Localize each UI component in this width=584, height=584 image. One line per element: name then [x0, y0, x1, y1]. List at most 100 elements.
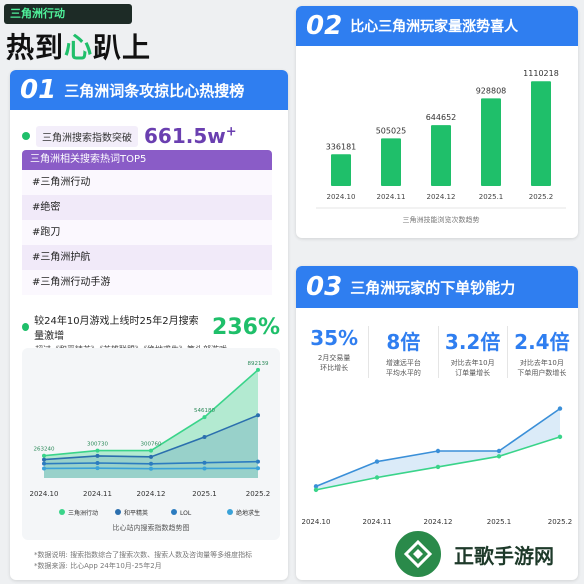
top5-list: 三角洲相关搜索热词TOP5 #三角洲行动 #绝密 #跑刀 #三角洲护航 #三角洲… — [22, 150, 272, 296]
x-tick-label: 2024.11 — [83, 490, 112, 498]
stat-desc-line: 增速远平台 — [385, 359, 421, 367]
data-label: 892139 — [248, 361, 269, 367]
panel1-header: 01 三角洲词条攻掠比心热搜榜 — [10, 70, 288, 110]
stat-desc: 2月交易量环比增长 — [300, 353, 368, 373]
stat-desc-line: 对比去年10月 — [450, 359, 495, 367]
x-tick-label: 2024.10 — [302, 518, 331, 526]
data-point — [95, 453, 100, 458]
watermark-logo-icon — [392, 528, 444, 580]
stat-item: 2.4倍 对比去年10月 下单用户数增长 — [508, 326, 576, 378]
data-label: 546180 — [194, 408, 215, 414]
bar-value-label: 644652 — [426, 113, 457, 122]
bullet-dot — [22, 323, 30, 331]
panel2-number: 02 — [306, 11, 343, 41]
data-point — [42, 457, 46, 462]
data-point — [557, 434, 563, 440]
series-area — [316, 408, 560, 490]
x-tick-label: 2024.12 — [137, 490, 166, 498]
data-point — [95, 460, 100, 465]
top5-header: 三角洲相关搜索热词TOP5 — [22, 150, 272, 170]
data-notes: *数据说明: 搜索指数综合了搜索次数、搜索人数及咨询量等多维度指标 *数据来源:… — [34, 550, 252, 572]
bar — [481, 98, 501, 186]
data-label: 300760 — [141, 442, 162, 448]
data-point — [374, 459, 380, 464]
headline-pre: 热到 — [6, 31, 65, 64]
top5-items: #三角洲行动 #绝密 #跑刀 #三角洲护航 #三角洲行动手游 — [22, 170, 272, 295]
stat-item: 8倍增速远平台 平均水平的 — [369, 326, 439, 378]
bar — [381, 138, 401, 186]
data-point — [435, 464, 441, 470]
data-point — [256, 413, 260, 418]
watermark: 正歌手游网 — [392, 528, 558, 580]
list-item: #三角洲护航 — [22, 245, 272, 270]
headline-highlight: 心 — [64, 31, 94, 64]
data-point — [496, 454, 502, 459]
data-point — [149, 461, 153, 466]
legend-label: 三角洲行动 — [68, 509, 98, 517]
stat-desc: 增速远平台 平均水平的 — [369, 358, 437, 378]
search-index-number: 661.5w — [144, 124, 226, 148]
x-tick-label: 2025.2 — [246, 490, 271, 498]
data-label: 263240 — [34, 447, 55, 453]
search-index-row: 三角洲搜索指数突破 661.5w+ — [22, 124, 237, 148]
stat-desc-line: 2月交易量 — [317, 354, 351, 362]
stat-item: 3.2倍对比去年10月 订单量增长 — [439, 326, 508, 378]
bar-value-label: 1110218 — [523, 69, 559, 78]
stat-desc-line: 对比去年10月 — [519, 359, 564, 367]
stat-value: 3.2倍 — [444, 330, 501, 354]
panel2-header: 02 比心三角洲玩家量涨势喜人 — [296, 6, 578, 46]
data-point — [42, 466, 46, 471]
data-point — [202, 466, 207, 471]
panel3-title: 三角洲玩家的下单钞能力 — [350, 278, 516, 297]
topic-tag: 三角洲行动 — [4, 4, 132, 24]
stat-desc-line: 环比增长 — [320, 364, 349, 372]
x-tick-label: 2025.1 — [487, 518, 512, 526]
x-tick-label: 2024.12 — [427, 193, 456, 201]
x-tick-label: 2025.1 — [479, 193, 504, 201]
panel1-title: 三角洲词条攻掠比心热搜榜 — [64, 81, 245, 100]
legend-label: 绝地求生 — [236, 509, 260, 517]
legend-dot — [115, 509, 121, 515]
stat-desc: 对比去年10月 订单量增长 — [439, 358, 507, 378]
bullet-dot — [22, 132, 30, 140]
search-index-sup: + — [225, 124, 237, 140]
stat-value: 8倍 — [386, 330, 421, 354]
bar — [531, 81, 551, 186]
data-point — [256, 459, 260, 464]
x-tick-label: 2025.1 — [192, 490, 217, 498]
bar-value-label: 505025 — [376, 126, 407, 135]
data-point — [496, 448, 502, 454]
stat-desc-line: 订单量增长 — [455, 369, 491, 377]
x-tick-label: 2024.10 — [327, 193, 356, 201]
bar-value-label: 336181 — [326, 142, 357, 151]
bar — [431, 125, 451, 186]
search-index-value: 661.5w+ — [144, 124, 237, 148]
data-label: 300730 — [87, 442, 108, 448]
headline: 热到心趴上 — [6, 26, 151, 66]
data-point — [149, 448, 153, 453]
bar-value-label: 928808 — [476, 86, 507, 95]
legend-dot — [59, 509, 65, 515]
data-point — [256, 466, 260, 471]
search-trend-chart: 263240 300730 300760 546180 892139 2024.10 202… — [22, 348, 280, 540]
views-bar-chart: 336181 2024.10 505025 2024.11 644652 2024.12 9… — [316, 69, 566, 224]
legend-label: LOL — [180, 510, 192, 517]
panel2-title: 比心三角洲玩家量涨势喜人 — [350, 19, 519, 35]
list-item: #三角洲行动 — [22, 170, 272, 195]
spending-stats: 35% 2月交易量 环比增长 8倍 增速远平台 平均水平的 3.2倍 对比去年10月 订单量… — [300, 326, 576, 378]
chart-caption: 比心站内搜索指数趋势图 — [113, 523, 190, 532]
growth-text: 较24年10月游戏上线时25年2月搜索量激增 — [34, 316, 199, 342]
x-tick-label: 2024.10 — [30, 490, 59, 498]
data-point — [202, 415, 207, 420]
data-point — [374, 475, 380, 480]
panel1-number: 01 — [20, 75, 57, 105]
legend-dot — [227, 509, 233, 515]
legend-dot — [171, 509, 177, 515]
data-point — [149, 466, 153, 471]
panel-player-growth: 02 比心三角洲玩家量涨势喜人 336181 2024.10 505025 2024.… — [296, 6, 578, 238]
data-point — [313, 487, 319, 493]
list-item: #绝密 — [22, 195, 272, 220]
data-point — [557, 406, 563, 411]
data-point — [42, 461, 46, 466]
x-tick-label: 2025.2 — [529, 193, 554, 201]
